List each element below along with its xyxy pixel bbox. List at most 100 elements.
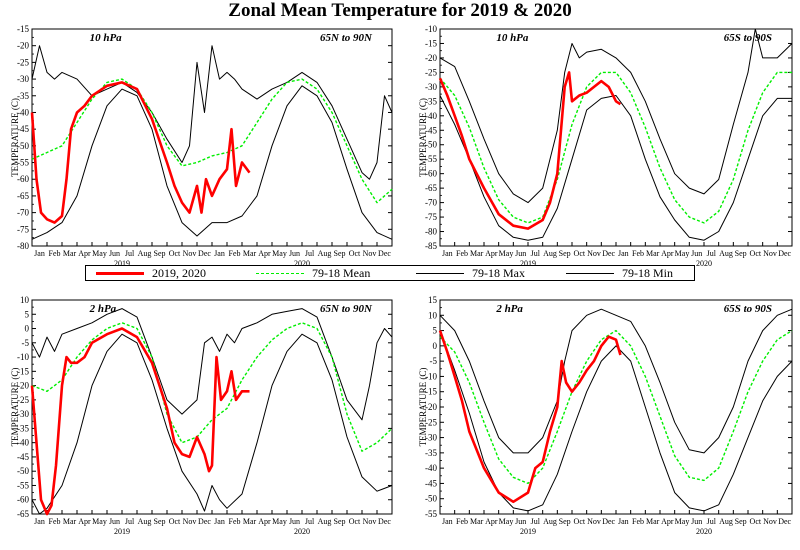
y-tick-label: -5 (430, 356, 438, 366)
x-tick-label: Sep (735, 249, 747, 258)
x-tick-label: Dec (778, 517, 791, 526)
x-tick-label: Nov (763, 517, 777, 526)
x-tick-label: Aug (719, 517, 733, 526)
x-tick-label: Apr (661, 517, 674, 526)
x-tick-label: Jun (515, 249, 526, 258)
x-tick-label: Aug (719, 249, 733, 258)
x-tick-label: Sep (334, 517, 346, 526)
y-tick-label: -85 (425, 241, 437, 251)
series-line-mean (439, 329, 793, 485)
x-tick-label: Jul (531, 517, 541, 526)
y-tick-label: 10 (428, 310, 438, 320)
region-label: 65S to 90S (724, 303, 772, 315)
series-line-max (439, 28, 793, 204)
x-tick-label: Mar (646, 517, 660, 526)
y-tick-label: -15 (17, 24, 29, 34)
x-tick-label: Jul (531, 249, 541, 258)
x-tick-label: Jun (691, 249, 702, 258)
y-tick-label: -40 (425, 111, 437, 121)
x-tick-label: Mar (470, 249, 484, 258)
y-axis-label: TEMPERATURE (C) (418, 368, 428, 447)
x-tick-label: Dec (778, 249, 791, 258)
y-tick-label: -30 (17, 74, 29, 84)
x-tick-label: Dec (378, 517, 391, 526)
y-tick-label: -10 (425, 371, 437, 381)
x-tick-label: Nov (183, 517, 197, 526)
series-line-max (31, 45, 393, 180)
plot-frame (31, 28, 393, 247)
main-title: Zonal Mean Temperature for 2019 & 2020 (228, 0, 572, 21)
y-tick-label: -80 (425, 227, 437, 237)
x-tick-label: Jul (125, 517, 135, 526)
legend-swatch-mean (256, 272, 304, 274)
x-tick-label: Sep (559, 517, 571, 526)
x-tick-label: Jun (109, 249, 120, 258)
y-tick-label: -15 (425, 387, 437, 397)
x-tick-label: Aug (543, 517, 557, 526)
x-tick-label: Jan (618, 249, 629, 258)
panel-2hpa-south: -55-50-45-40-35-30-25-20-15-10-5051015Ja… (418, 295, 793, 536)
x-tick-label: May (675, 517, 690, 526)
year-label: 2020 (696, 527, 712, 536)
x-tick-label: May (92, 249, 107, 258)
x-tick-label: Feb (456, 249, 468, 258)
x-tick-label: Oct (750, 249, 762, 258)
legend-item-min: 79-18 Min (566, 266, 673, 280)
x-tick-label: Nov (763, 249, 777, 258)
y-tick-label: -20 (425, 53, 437, 63)
y-tick-label: -45 (17, 124, 29, 134)
x-tick-label: Dec (198, 249, 211, 258)
x-tick-label: Sep (334, 249, 346, 258)
x-tick-label: Jan (442, 517, 453, 526)
y-tick-label: -50 (425, 494, 437, 504)
y-tick-label: -35 (425, 96, 437, 106)
x-tick-label: Dec (602, 517, 615, 526)
x-tick-label: Jan (34, 249, 45, 258)
x-tick-label: Aug (138, 249, 152, 258)
x-tick-label: Apr (78, 249, 91, 258)
y-tick-label: -60 (17, 495, 29, 505)
y-tick-label: 10 (20, 295, 30, 305)
year-label: 2020 (294, 527, 310, 536)
x-tick-label: Nov (587, 517, 601, 526)
y-tick-label: -40 (17, 438, 29, 448)
x-tick-label: Sep (559, 249, 571, 258)
x-tick-label: Nov (183, 249, 197, 258)
x-tick-label: Nov (587, 249, 601, 258)
series-line-max (439, 308, 793, 454)
y-tick-label: -55 (17, 158, 29, 168)
y-tick-label: -70 (425, 198, 437, 208)
series-line-mean (31, 322, 393, 452)
year-label: 2020 (294, 259, 310, 268)
y-tick-label: -25 (17, 57, 29, 67)
series-line-obs (30, 81, 251, 224)
x-tick-label: Oct (349, 517, 361, 526)
x-tick-label: Mar (63, 249, 77, 258)
series-line-obs (30, 327, 250, 516)
y-axis-label: TEMPERATURE (C) (418, 98, 428, 177)
x-tick-label: Feb (229, 249, 241, 258)
y-tick-label: -50 (17, 141, 29, 151)
x-tick-label: Mar (243, 249, 257, 258)
year-label: 2019 (114, 259, 130, 268)
x-tick-label: Oct (574, 249, 586, 258)
x-tick-label: Aug (543, 249, 557, 258)
y-tick-label: -25 (17, 395, 29, 405)
x-tick-label: Jul (305, 517, 315, 526)
legend-swatch-min (566, 272, 614, 274)
y-tick-label: -55 (17, 480, 29, 490)
panel-2hpa-north: -65-60-55-50-45-40-35-30-25-20-15-10-505… (10, 295, 393, 536)
y-tick-label: -45 (425, 478, 437, 488)
x-tick-label: Apr (258, 249, 271, 258)
y-tick-label: -65 (17, 509, 29, 519)
y-tick-label: 5 (25, 309, 30, 319)
y-tick-label: -75 (17, 224, 29, 234)
y-axis-label: TEMPERATURE (C) (10, 98, 20, 177)
x-tick-label: Feb (229, 517, 241, 526)
legend: 2019, 2020 79-18 Mean 79-18 Max 79-18 Mi… (85, 265, 695, 281)
y-tick-label: -35 (17, 91, 29, 101)
x-tick-label: Nov (363, 249, 377, 258)
x-tick-label: May (499, 249, 514, 258)
x-tick-label: Apr (258, 517, 271, 526)
